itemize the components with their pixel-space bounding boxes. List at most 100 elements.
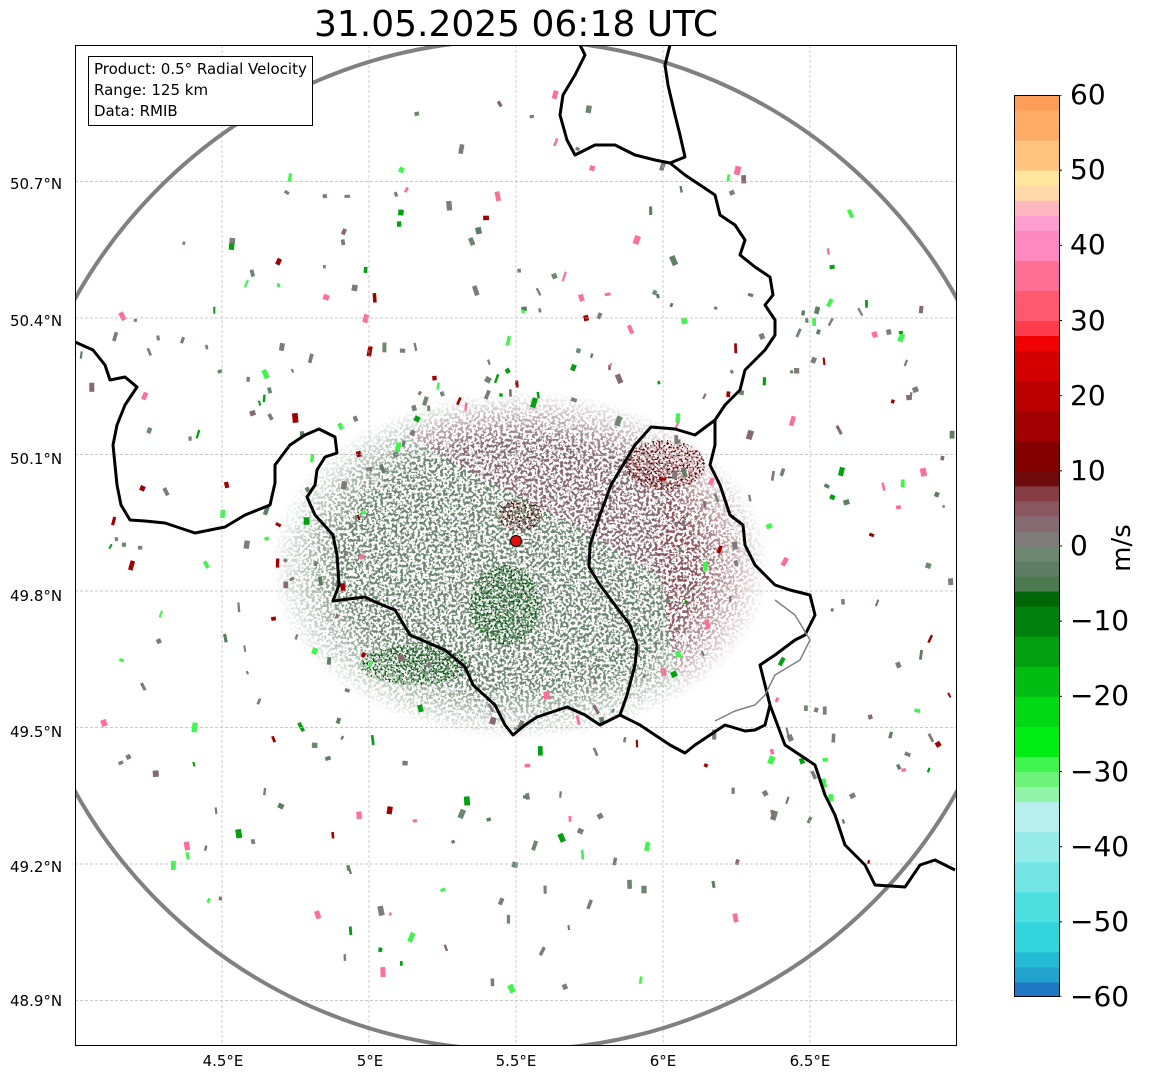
scattered-echo xyxy=(674,435,679,445)
scattered-echo xyxy=(589,353,594,359)
scattered-echo xyxy=(632,235,641,246)
scattered-echo xyxy=(779,467,786,477)
scattered-echo xyxy=(288,576,295,582)
scattered-echo xyxy=(506,914,511,924)
scattered-echo xyxy=(680,519,687,527)
scattered-echo xyxy=(237,602,241,613)
scattered-echo xyxy=(275,522,282,528)
colorbar-band xyxy=(1014,591,1060,607)
colorbar-frame xyxy=(1014,95,1060,997)
scattered-echo xyxy=(158,610,164,618)
scattered-echo xyxy=(185,851,190,860)
scattered-echo xyxy=(830,607,835,612)
radar-map-plot[interactable] xyxy=(75,45,957,1046)
scattered-echo xyxy=(283,581,289,589)
scattered-echo xyxy=(831,733,836,743)
scattered-echo xyxy=(128,560,136,571)
colorbar-tick-label: 30 xyxy=(1070,303,1106,337)
colorbar-tick-label: −10 xyxy=(1070,604,1130,638)
scattered-echo xyxy=(413,415,421,423)
colorbar-band xyxy=(1014,215,1060,231)
scattered-echo xyxy=(904,751,912,758)
scattered-echo xyxy=(798,757,806,765)
colorbar-band xyxy=(1014,951,1060,968)
scattered-echo xyxy=(206,897,212,904)
scattered-echo xyxy=(658,476,666,482)
scattered-echo xyxy=(586,899,593,910)
scattered-echo xyxy=(388,912,393,916)
scattered-echo xyxy=(793,368,800,374)
colorbar xyxy=(1014,95,1062,997)
echo-core-receding-north xyxy=(625,440,705,490)
scattered-echo xyxy=(489,716,497,726)
scattered-echo xyxy=(324,755,332,761)
scattered-echo xyxy=(774,697,780,703)
echo-receding-strong-area xyxy=(655,465,765,735)
scattered-echo xyxy=(522,795,528,799)
scattered-echo xyxy=(911,386,920,394)
scattered-echo xyxy=(728,189,736,196)
scattered-echo xyxy=(918,305,924,314)
scattered-echo xyxy=(711,880,716,889)
scattered-echo xyxy=(496,100,503,108)
colorbar-band xyxy=(1014,786,1060,803)
scattered-echo xyxy=(146,347,153,356)
scattered-echo xyxy=(317,576,324,586)
colorbar-tick-label: 0 xyxy=(1070,529,1088,562)
scattered-echo xyxy=(246,376,250,382)
scattered-echo xyxy=(311,647,319,655)
scattered-echo xyxy=(927,634,934,644)
scattered-echo xyxy=(729,369,734,374)
colorbar-band xyxy=(1014,756,1060,772)
scattered-echo xyxy=(592,704,600,715)
scattered-echo xyxy=(378,463,387,474)
scattered-echo xyxy=(890,399,896,404)
scattered-echo xyxy=(356,811,362,820)
scattered-echo xyxy=(813,707,819,713)
scattered-echo xyxy=(857,307,864,317)
country-borders xyxy=(75,45,956,889)
scattered-echo xyxy=(895,504,902,510)
colorbar-band xyxy=(1014,170,1060,186)
scattered-echo xyxy=(829,494,836,501)
radar-site-marker[interactable] xyxy=(510,534,522,547)
scattered-echo xyxy=(137,545,143,550)
scattered-echo xyxy=(868,532,875,538)
echo-core-approaching xyxy=(470,565,540,645)
colorbar-band xyxy=(1014,576,1060,592)
border-germany-luxembourg xyxy=(619,161,817,755)
scattered-echo xyxy=(947,578,954,586)
x-tick-label: 5.5°E xyxy=(495,1052,537,1070)
scattered-echo xyxy=(311,742,318,748)
scattered-echo xyxy=(339,582,346,592)
scattered-echo xyxy=(243,540,251,550)
scattered-echo xyxy=(468,237,476,247)
y-tick-label: 50.4°N xyxy=(10,312,63,330)
scattered-echo xyxy=(813,306,821,315)
scattered-echo xyxy=(263,787,267,796)
scattered-echo xyxy=(355,450,362,458)
scattered-echo xyxy=(570,397,578,403)
scattered-echo xyxy=(307,353,314,364)
x-tick-label: 5°E xyxy=(356,1052,384,1070)
scattered-echo xyxy=(162,487,170,497)
scattered-echo xyxy=(612,857,618,866)
scattered-echo xyxy=(363,266,368,274)
scattered-echo xyxy=(277,802,285,810)
scattered-echo xyxy=(475,226,483,235)
scattered-echo xyxy=(704,619,711,630)
scattered-echo xyxy=(507,983,516,994)
scattered-echo xyxy=(745,429,755,441)
scattered-echo xyxy=(557,832,567,843)
colorbar-tick-label: −50 xyxy=(1070,904,1130,938)
scattered-echo xyxy=(761,789,769,797)
scattered-echo xyxy=(443,944,449,952)
y-tick-label: 49.5°N xyxy=(10,723,63,741)
scattered-echo xyxy=(152,770,159,778)
scattered-echo xyxy=(748,494,752,502)
x-tick-label: 6.5°E xyxy=(789,1052,831,1070)
scattered-echo xyxy=(458,144,465,155)
scattered-echo xyxy=(397,654,406,663)
scattered-echo xyxy=(100,718,108,728)
scattered-echo xyxy=(841,819,846,824)
